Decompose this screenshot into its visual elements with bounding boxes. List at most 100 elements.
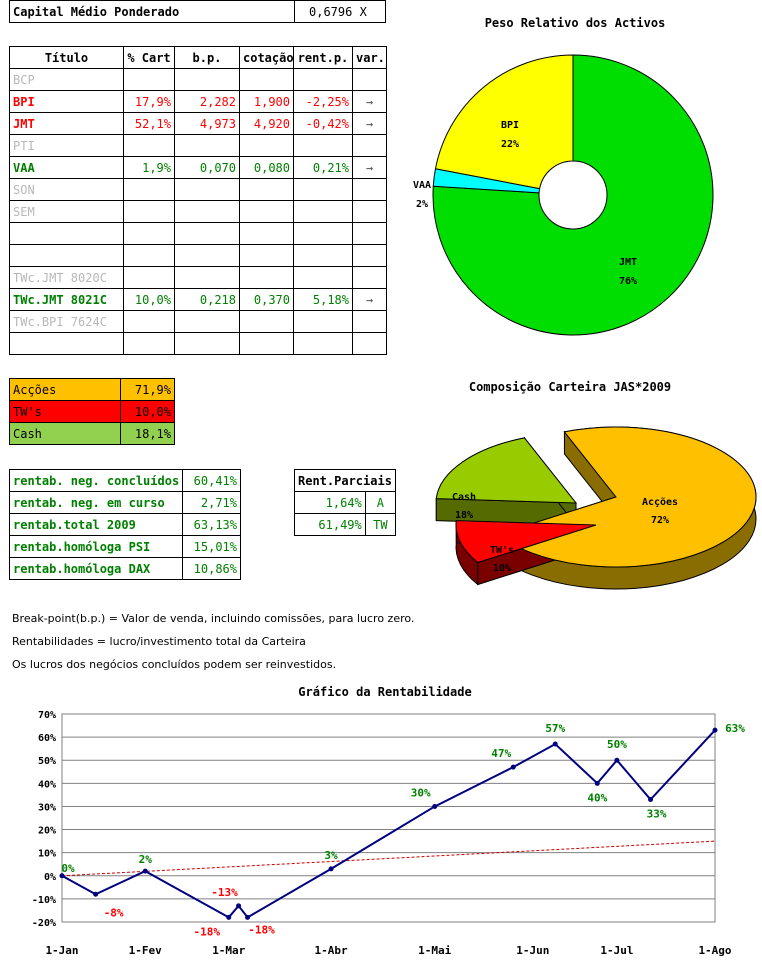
portfolio-cell-var: → (352, 112, 387, 135)
note-line: Break-point(b.p.) = Valor de venda, incl… (12, 612, 415, 625)
notes: Break-point(b.p.) = Valor de venda, incl… (12, 607, 414, 676)
portfolio-cell-bp (174, 310, 240, 333)
portfolio-cell-cart: 1,9% (123, 156, 175, 179)
data-label: 33% (647, 808, 667, 821)
pie2-title: Composição Carteira JAS*2009 (469, 380, 671, 394)
portfolio-cell-rent: -0,42% (293, 112, 353, 135)
returns-value: 15,01% (182, 535, 241, 558)
portfolio-row (9, 332, 387, 355)
x-tick-label: 1-Jun (516, 944, 549, 957)
portfolio-header-cell: % Cart (123, 46, 175, 69)
portfolio-cell-cot (239, 266, 294, 289)
portfolio-cell-rent (293, 222, 353, 245)
portfolio-cell-cot: 0,370 (239, 288, 294, 311)
data-point (594, 780, 600, 786)
portfolio-cell-cart: 17,9% (123, 90, 175, 113)
returns-value: 2,71% (182, 491, 241, 514)
portfolio-cell-cart (123, 310, 175, 333)
x-tick-label: 1-Fev (129, 944, 162, 957)
data-point (712, 727, 718, 733)
allocation-row: TW's 10,0% (9, 400, 175, 423)
portfolio-cell-titulo: JMT (9, 112, 124, 135)
allocation-table: Acções 71,9% TW's 10,0% Cash 18,1% (9, 378, 175, 445)
pie1-value-label: 2% (416, 199, 428, 210)
y-tick-label: 60% (38, 733, 56, 744)
portfolio-cell-rent (293, 266, 353, 289)
returns-label: rentab.total 2009 (8, 513, 184, 536)
data-point (328, 866, 334, 872)
data-label: 0% (61, 862, 75, 875)
pie2-value-label: 72% (651, 515, 669, 526)
portfolio-cell-var: → (352, 288, 387, 311)
portfolio-cell-cot: 0,080 (239, 156, 294, 179)
portfolio-row: BCP (9, 68, 387, 91)
portfolio-row: TWc.BPI 7624C (9, 310, 387, 333)
line-chart-rentabilidade: Gráfico da Rentabilidade 70% 60% 50% 40% 30%… (32, 685, 745, 957)
returns-row: rentab.total 2009 63,13% (8, 513, 241, 536)
parciais-table: Rent.Parciais 1,64% A 61,49% TW (294, 469, 396, 536)
portfolio-row: JMT 52,1% 4,973 4,920 -0,42% → (9, 112, 387, 135)
portfolio-cell-bp: 4,973 (174, 112, 240, 135)
portfolio-cell-titulo: SON (9, 178, 124, 201)
data-point (93, 891, 99, 897)
portfolio-cell-titulo (9, 332, 124, 355)
capital-table: Capital Médio Ponderado 0,6796 X (9, 0, 386, 23)
portfolio-cell-rent (293, 200, 353, 223)
data-point (59, 873, 65, 879)
portfolio-cell-rent: -2,25% (293, 90, 353, 113)
portfolio-cell-cart (123, 178, 175, 201)
series-line (61, 729, 716, 919)
portfolio-cell-titulo (9, 244, 124, 267)
portfolio-cell-titulo: TWc.JMT 8020C (9, 266, 124, 289)
portfolio-row: SON (9, 178, 387, 201)
portfolio-cell-cot (239, 134, 294, 157)
portfolio-cell-titulo: TWc.BPI 7624C (9, 310, 124, 333)
plot-area (61, 713, 716, 923)
note-line: Os lucros dos negócios concluídos podem … (12, 658, 337, 671)
returns-label: rentab.homóloga DAX (8, 557, 184, 580)
x-tick-label: 1-Jan (45, 944, 78, 957)
pie2-slice-tws (455, 520, 597, 564)
returns-label: rentab. neg. em curso (8, 491, 184, 514)
portfolio-cell-rent (293, 134, 353, 157)
portfolio-cell-bp: 2,282 (174, 90, 240, 113)
allocation-label: Cash (9, 422, 121, 445)
portfolio-cell-rent (293, 310, 353, 333)
portfolio-cell-titulo: BPI (9, 90, 124, 113)
portfolio-cell-rent (293, 332, 353, 355)
data-label: -13% (211, 886, 238, 899)
portfolio-cell-bp: 0,070 (174, 156, 240, 179)
portfolio-cell-titulo: TWc.JMT 8021C (9, 288, 124, 311)
portfolio-row (9, 222, 387, 245)
portfolio-cell-cot (239, 178, 294, 201)
portfolio-cell-cot (239, 200, 294, 223)
x-tick-label: 1-Jul (600, 944, 633, 957)
allocation-label: TW's (9, 400, 121, 423)
portfolio-cell-titulo: VAA (9, 156, 124, 179)
data-point (236, 903, 242, 909)
y-tick-label: 10% (38, 849, 56, 860)
portfolio-cell-bp (174, 266, 240, 289)
portfolio-cell-bp (174, 244, 240, 267)
pie2-slice-cash (435, 437, 578, 504)
portfolio-cell-cart (123, 134, 175, 157)
capital-value: 0,6796 X (294, 0, 386, 23)
portfolio-cell-bp (174, 332, 240, 355)
returns-value: 10,86% (182, 557, 241, 580)
line-title: Gráfico da Rentabilidade (298, 685, 471, 699)
allocation-value: 18,1% (120, 422, 175, 445)
pie-chart-composicao: Composição Carteira JAS*2009 Acções 72% TW… (435, 380, 757, 590)
data-point (552, 741, 558, 747)
data-label: 63% (725, 722, 745, 735)
pie1-value-label: 22% (501, 139, 519, 150)
portfolio-cell-var (352, 178, 387, 201)
portfolio-cell-titulo: BCP (9, 68, 124, 91)
pie-chart-peso-relativo: Peso Relativo dos Activos JMT 76% VAA 2% BPI… (413, 16, 714, 336)
portfolio-row: TWc.JMT 8020C (9, 266, 387, 289)
returns-label: rentab. neg. concluídos (8, 469, 184, 492)
returns-value: 60,41% (182, 469, 241, 492)
portfolio-cell-cart (123, 332, 175, 355)
portfolio-cell-cot (239, 68, 294, 91)
y-tick-label: 20% (38, 826, 56, 837)
portfolio-cell-var (352, 68, 387, 91)
